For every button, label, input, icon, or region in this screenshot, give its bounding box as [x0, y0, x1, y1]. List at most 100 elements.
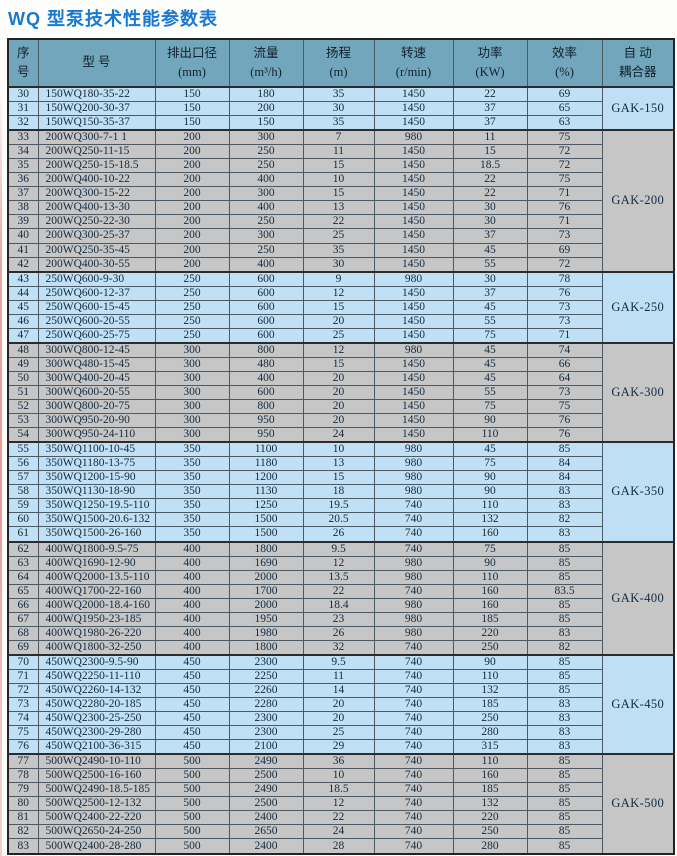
speed-cell: 1450	[373, 413, 454, 429]
row-number-cell: 31	[7, 101, 39, 117]
head-cell: 9	[302, 270, 375, 287]
row-number-cell: 77	[7, 753, 39, 770]
power-cell: 75	[452, 456, 528, 472]
efficiency-cell: 85	[526, 682, 603, 699]
head-cell: 11	[302, 668, 375, 684]
outlet-cell: 400	[154, 555, 230, 571]
row-number-cell: 80	[7, 796, 39, 812]
head-cell: 15	[302, 186, 375, 202]
row-number-cell: 74	[7, 711, 39, 727]
model-cell: 300WQ600-20-55	[37, 384, 156, 401]
head-cell: 35	[302, 242, 375, 258]
speed-cell: 740	[373, 725, 454, 741]
flow-cell: 800	[228, 399, 304, 415]
efficiency-cell: 78	[526, 270, 603, 287]
row-number-cell: 43	[7, 270, 39, 287]
flow-cell: 250	[228, 158, 304, 174]
model-cell: 200WQ400-30-55	[37, 256, 156, 273]
row-number-cell: 55	[7, 441, 39, 458]
head-cell: 35	[302, 86, 375, 103]
head-cell: 22	[302, 810, 375, 826]
table-row: 69 400WQ1800-32-250 400 1800 32 740 250 82	[7, 639, 674, 656]
head-cell: 10	[302, 768, 375, 784]
flow-cell: 950	[228, 413, 304, 429]
head-cell: 18	[302, 484, 375, 500]
row-number-cell: 70	[7, 653, 39, 670]
speed-cell: 1450	[373, 313, 454, 329]
outlet-cell: 250	[154, 313, 230, 329]
power-cell: 280	[452, 725, 528, 741]
speed-cell: 980	[373, 555, 454, 571]
head-cell: 13	[302, 456, 375, 472]
outlet-cell: 300	[154, 399, 230, 415]
row-number-cell: 45	[7, 299, 39, 315]
flow-cell: 300	[228, 228, 304, 244]
outlet-cell: 200	[154, 200, 230, 216]
row-number-cell: 38	[7, 200, 39, 216]
row-number-cell: 62	[7, 540, 39, 557]
flow-cell: 2300	[228, 653, 304, 670]
speed-cell: 1450	[373, 299, 454, 315]
power-cell: 30	[452, 214, 528, 230]
row-number-cell: 33	[7, 129, 39, 146]
efficiency-header: 效率 (%)	[526, 38, 603, 88]
outlet-cell: 300	[154, 384, 230, 401]
head-cell: 15	[302, 299, 375, 315]
row-number-cell: 40	[7, 228, 39, 244]
flow-cell: 300	[228, 129, 304, 146]
outlet-cell: 400	[154, 597, 230, 613]
model-cell: 450WQ2260-14-132	[37, 682, 156, 699]
speed-cell: 740	[373, 498, 454, 514]
speed-cell: 1450	[373, 228, 454, 244]
head-cell: 14	[302, 682, 375, 699]
table-row: 55 350WQ1100-10-45 350 1100 10 980 45 85 GAK-350	[7, 441, 675, 543]
table-row: 36 200WQ400-10-22 200 400 10 1450 22 75	[7, 172, 674, 188]
outlet-cell: 350	[154, 498, 230, 514]
model-cell: 350WQ1130-18-90	[37, 484, 156, 500]
table-row: 76 450WQ2100-36-315 450 2100 29 740 315 83	[7, 739, 674, 755]
model-cell: 300WQ400-20-45	[37, 370, 156, 386]
head-cell: 20	[302, 370, 375, 386]
outlet-header: 排出口径 (mm)	[154, 38, 230, 88]
speed-cell: 740	[373, 739, 454, 755]
flow-cell: 2300	[228, 711, 304, 727]
power-cell: 185	[452, 697, 528, 713]
power-cell: 110	[452, 569, 528, 585]
speed-cell: 1450	[373, 115, 454, 131]
table-row: 42 200WQ400-30-55 200 400 30 1450 55 72	[7, 256, 674, 273]
head-cell: 29	[302, 739, 375, 755]
table-row: 58 350WQ1130-18-90 350 1130 18 980 90 83	[7, 484, 674, 500]
speed-cell: 740	[373, 796, 454, 812]
head-cell: 25	[302, 327, 375, 344]
model-cell: 350WQ1100-10-45	[37, 441, 156, 458]
speed-cell: 1450	[373, 144, 454, 160]
outlet-cell: 350	[154, 526, 230, 542]
table-row: 40 200WQ300-25-37 200 300 25 1450 37 73	[7, 228, 674, 244]
efficiency-cell: 65	[526, 101, 603, 117]
row-number-cell: 41	[7, 242, 39, 258]
speed-cell: 1450	[373, 285, 454, 301]
head-cell: 10	[302, 441, 375, 458]
speed-cell: 1450	[373, 370, 454, 386]
head-cell: 22	[302, 583, 375, 599]
flow-cell: 180	[228, 86, 304, 103]
power-cell: 45	[452, 441, 528, 458]
coupler-cell: GAK-350	[601, 441, 675, 543]
speed-cell: 1450	[373, 172, 454, 188]
speed-cell: 740	[373, 782, 454, 798]
flow-cell: 2300	[228, 725, 304, 741]
model-cell: 300WQ800-12-45	[37, 341, 156, 358]
row-number-cell: 37	[7, 186, 39, 202]
flow-cell: 600	[228, 285, 304, 301]
speed-cell: 740	[373, 512, 454, 528]
speed-cell: 1450	[373, 101, 454, 117]
outlet-cell: 300	[154, 427, 230, 443]
row-number-cell: 53	[7, 413, 39, 429]
serial-header: 序号	[7, 38, 39, 88]
head-cell: 7	[302, 129, 375, 146]
model-cell: 150WQ180-35-22	[37, 86, 156, 103]
speed-cell: 980	[373, 597, 454, 613]
efficiency-cell: 85	[526, 555, 603, 571]
efficiency-cell: 84	[526, 470, 603, 486]
head-cell: 18.5	[302, 782, 375, 798]
